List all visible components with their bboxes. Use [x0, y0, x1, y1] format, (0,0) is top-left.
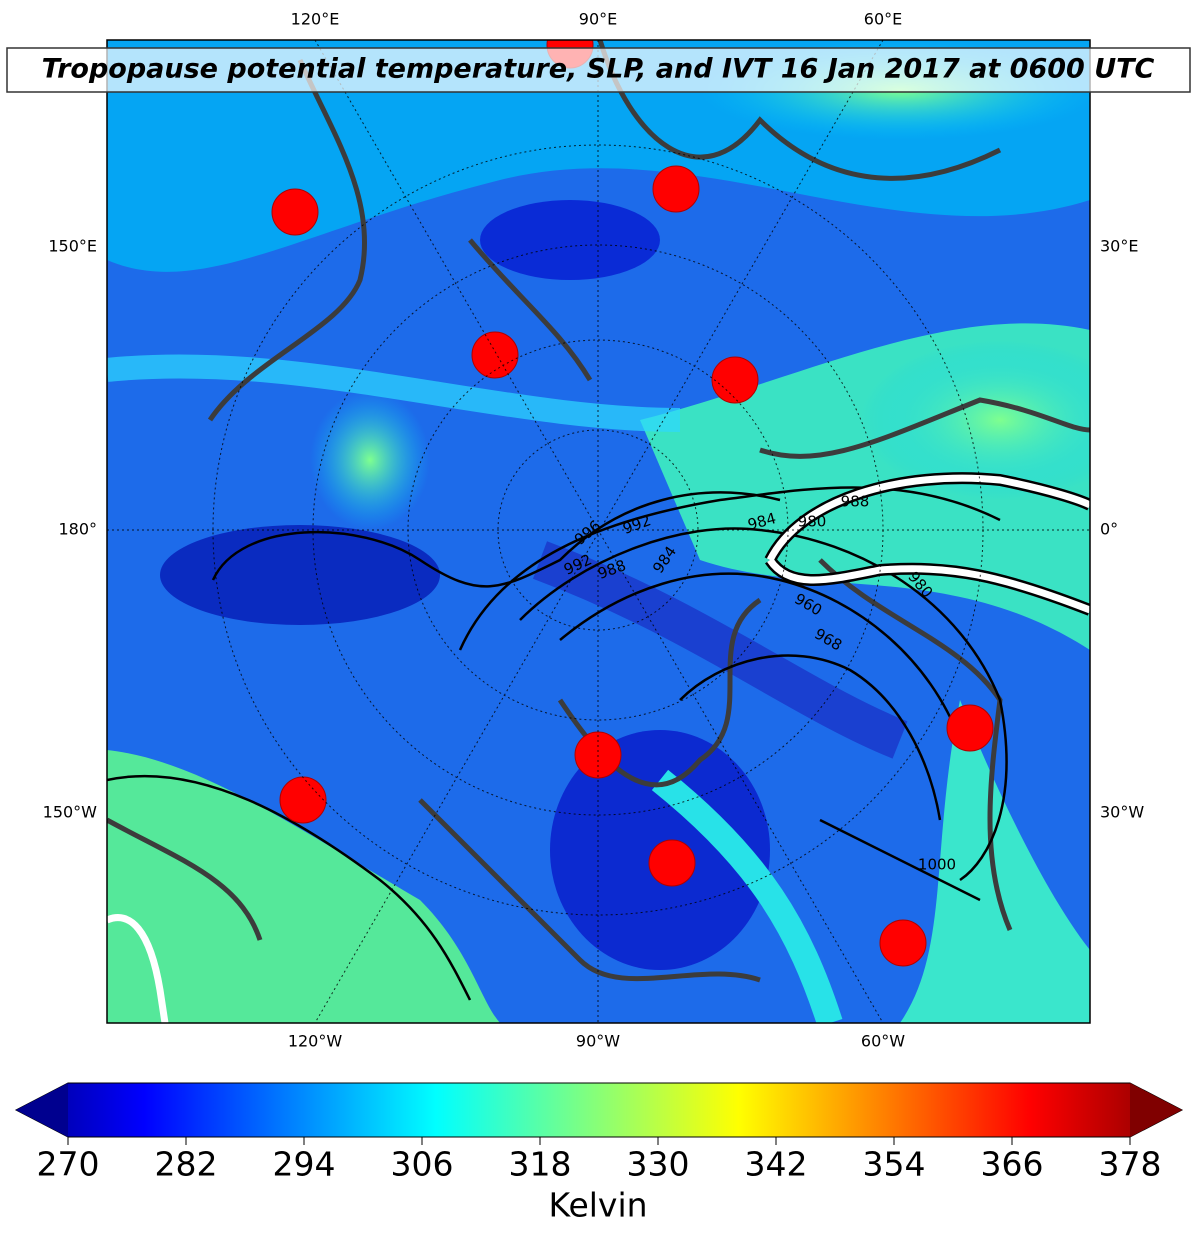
lon-label: 60°W — [861, 1032, 905, 1051]
title-box — [6, 47, 1191, 93]
colorbar-label: Kelvin — [548, 1186, 647, 1225]
colorbar-tick-label: 354 — [863, 1145, 926, 1184]
lat-label: 30°E — [1100, 237, 1138, 256]
colorbar-tick-label: 294 — [273, 1145, 336, 1184]
colorbar-tick-label: 270 — [37, 1145, 100, 1184]
isobar-label: 988 — [841, 493, 870, 511]
isobar-label: 1000 — [918, 856, 956, 874]
colorbar-tick-label: 306 — [391, 1145, 454, 1184]
title: Tropopause potential temperature, SLP, a… — [42, 54, 1155, 85]
colorbar-body — [14, 1082, 1184, 1138]
isobar-label: 980 — [798, 513, 827, 531]
colorbar-extend-high — [1130, 1083, 1182, 1137]
colorbar — [14, 1082, 1184, 1145]
colorbar-tick-label: 282 — [155, 1145, 218, 1184]
lon-label: 60°E — [864, 10, 902, 29]
lon-label: 120°W — [288, 1032, 343, 1051]
colorbar-tick-label: 366 — [981, 1145, 1044, 1184]
lon-label: 90°E — [579, 10, 617, 29]
lat-label: 150°W — [43, 803, 98, 822]
colorbar-extend-low — [16, 1083, 68, 1137]
lat-label: 30°W — [1100, 803, 1144, 822]
map-frame — [106, 39, 1091, 1024]
lon-label: 120°E — [291, 10, 340, 29]
colorbar-tick-label: 330 — [627, 1145, 690, 1184]
lon-label: 90°W — [576, 1032, 620, 1051]
lat-label: 0° — [1100, 520, 1118, 539]
colorbar-tick-label: 378 — [1099, 1145, 1162, 1184]
colorbar-tick-label: 318 — [509, 1145, 572, 1184]
lat-label: 180° — [58, 520, 97, 539]
lat-label: 150°E — [48, 237, 97, 256]
colorbar-tick-label: 342 — [745, 1145, 808, 1184]
